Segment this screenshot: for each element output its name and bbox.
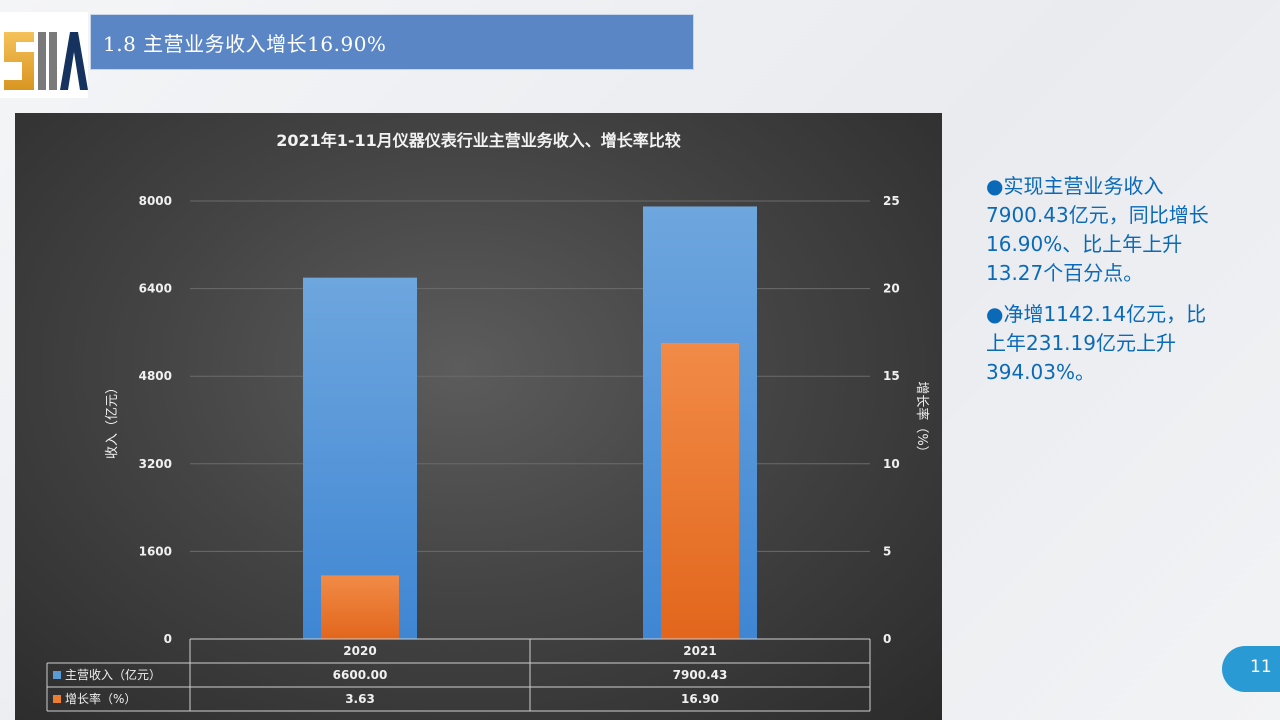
siia-logo-graphic xyxy=(4,32,88,90)
page-number-badge: 11 xyxy=(1222,646,1280,692)
chart-panel: 2021年1-11月仪器仪表行业主营业务收入、增长率比较 0 1600 3200 48… xyxy=(15,113,942,720)
revenue-data-label: 6600.00 xyxy=(333,668,388,682)
page-number: 11 xyxy=(1250,657,1272,677)
y2-axis-title: 增长率（%） xyxy=(914,381,930,458)
y-tick-label: 4800 xyxy=(139,369,172,383)
bullet-item-revenue: ●实现主营业务收入7900.43亿元，同比增长16.90%、比上年上升13.27… xyxy=(986,174,1209,285)
y-tick-label: 3200 xyxy=(139,457,172,471)
y2-tick-label: 10 xyxy=(883,457,900,471)
legend-label-growth: 增长率（%） xyxy=(65,691,136,706)
bar-chart: 0 1600 3200 4800 6400 8000 0 5 10 15 20 25 收入（亿元） 增长率… xyxy=(46,194,930,712)
x-category-label: 2020 xyxy=(343,644,376,658)
slide-header-bar: 1.8 主营业务收入增长16.90% xyxy=(90,14,694,70)
legend-key-growth xyxy=(53,695,61,703)
growth-data-label: 16.90 xyxy=(681,692,719,706)
y-tick-label: 0 xyxy=(164,632,172,646)
y-tick-label: 8000 xyxy=(139,194,172,208)
y2-tick-label: 20 xyxy=(883,282,900,296)
revenue-data-label: 7900.43 xyxy=(673,668,728,682)
legend-label-revenue: 主营收入（亿元） xyxy=(65,667,161,682)
growth-data-label: 3.63 xyxy=(345,692,375,706)
legend-key-revenue xyxy=(53,671,61,679)
y2-tick-label: 0 xyxy=(883,632,891,646)
y2-tick-label: 25 xyxy=(883,194,900,208)
y-tick-label: 6400 xyxy=(139,282,172,296)
slide-title: 1.8 主营业务收入增长16.90% xyxy=(103,31,387,56)
y-tick-label: 1600 xyxy=(139,544,172,558)
x-category-label: 2021 xyxy=(683,644,716,658)
chart-title: 2021年1-11月仪器仪表行业主营业务收入、增长率比较 xyxy=(276,131,681,150)
growth-rate-bar xyxy=(661,342,739,639)
bullet-list: ●实现主营业务收入7900.43亿元，同比增长16.90%、比上年上升13.27… xyxy=(986,172,1216,399)
y-axis-title: 收入（亿元） xyxy=(105,381,120,459)
y2-tick-label: 15 xyxy=(883,369,900,383)
growth-rate-bar xyxy=(321,575,399,639)
bullet-item-net-increase: ●净增1142.14亿元，比上年231.19亿元上升394.03%。 xyxy=(986,302,1207,384)
y2-tick-label: 5 xyxy=(883,544,891,558)
siia-logo xyxy=(0,12,88,98)
